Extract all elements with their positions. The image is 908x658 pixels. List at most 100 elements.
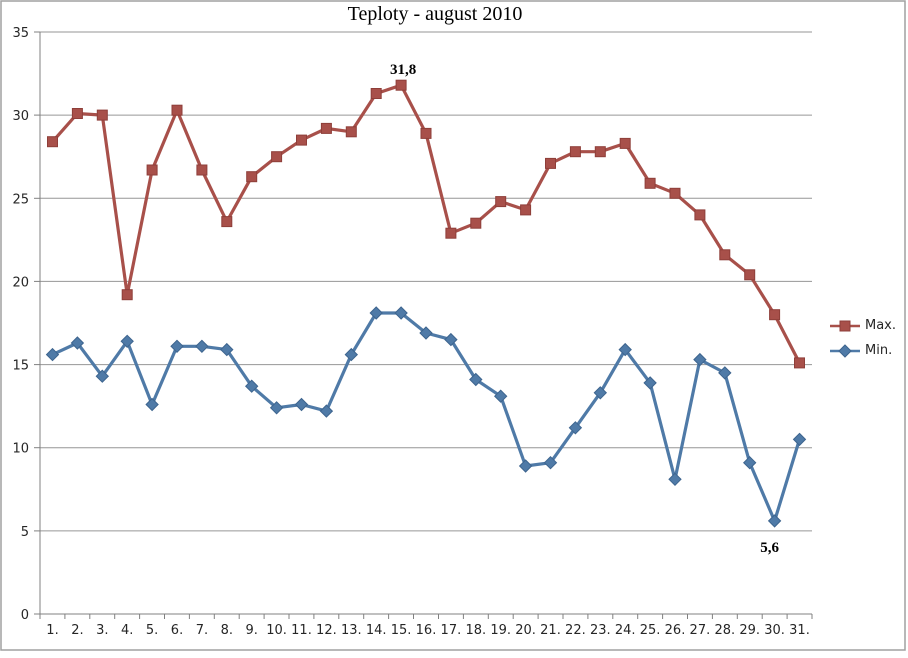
x-axis-tick-label: 1. — [46, 623, 58, 638]
legend-item-min: Min. — [830, 338, 896, 363]
max-series — [47, 79, 805, 369]
legend-label-max: Max. — [865, 318, 897, 333]
max-series-line — [50, 83, 802, 365]
square-data-point-marker — [246, 171, 258, 183]
square-data-point-marker — [296, 134, 307, 146]
diamond-data-point-marker — [742, 455, 757, 470]
diamond-data-point-marker — [493, 389, 508, 403]
diamond-data-point-marker — [643, 376, 657, 390]
x-axis-tick-label: 13. — [341, 623, 362, 638]
y-axis-tick-label: 20 — [12, 275, 29, 290]
x-axis-tick-label: 15. — [391, 623, 412, 638]
x-axis-tick-label: 14. — [366, 623, 387, 638]
diamond-data-point-marker — [593, 386, 608, 400]
square-data-point-marker — [470, 217, 482, 229]
x-axis-tick-label: 20. — [515, 623, 536, 638]
x-axis-tick-label: 23. — [590, 623, 611, 638]
diamond-data-point-marker — [419, 326, 433, 340]
x-axis-tick-label: 16. — [416, 623, 437, 638]
x-axis-tick-label: 19. — [490, 623, 511, 638]
diamond-data-point-marker — [469, 372, 483, 387]
diamond-data-point-marker — [294, 397, 309, 412]
diamond-data-point-marker — [220, 342, 234, 357]
y-axis-tick-label: 25 — [12, 192, 29, 207]
square-data-point-marker — [196, 164, 208, 176]
max-legend-square-marker-icon — [839, 320, 851, 331]
y-axis-tick-label: 0 — [21, 608, 29, 623]
x-axis-tick-label: 26. — [665, 623, 686, 638]
data-label: 5,6 — [760, 540, 779, 556]
x-axis-tick-label: 17. — [441, 623, 462, 638]
square-data-point-marker — [96, 109, 108, 121]
square-data-point-marker — [669, 187, 681, 199]
square-data-point-marker — [694, 209, 706, 221]
square-data-point-marker — [520, 204, 532, 216]
x-axis-tick-label: 28. — [714, 623, 735, 638]
min-series-line — [50, 311, 802, 523]
diamond-data-point-marker — [269, 401, 284, 415]
square-data-point-marker — [221, 216, 233, 228]
square-data-point-marker — [545, 157, 556, 169]
legend: Max. Min. — [830, 313, 896, 363]
diamond-data-point-marker — [145, 397, 159, 412]
legend-item-max: Max. — [830, 313, 896, 338]
x-axis-tick-label: 24. — [615, 623, 636, 638]
diamond-data-point-marker — [444, 332, 458, 347]
diamond-data-point-marker — [518, 459, 533, 473]
diamond-data-point-marker — [120, 334, 134, 349]
square-data-point-marker — [395, 79, 407, 91]
diamond-data-point-marker — [618, 342, 632, 357]
x-axis-tick-label: 2. — [71, 623, 83, 638]
diamond-data-point-marker — [668, 472, 682, 487]
diamond-data-point-marker — [95, 369, 110, 383]
diamond-data-point-marker — [543, 455, 558, 470]
diamond-data-point-marker — [767, 514, 782, 528]
x-axis-tick-label: 18. — [465, 623, 486, 638]
x-axis-tick-label: 30. — [764, 623, 785, 638]
square-data-point-marker — [271, 151, 283, 163]
x-axis-tick-label: 10. — [266, 623, 287, 638]
square-data-point-marker — [71, 108, 83, 119]
chart-title: Teploty - august 2010 — [347, 3, 523, 25]
diamond-data-point-marker — [344, 347, 359, 362]
y-axis-tick-label: 10 — [12, 442, 29, 457]
x-axis-tick-label: 4. — [121, 623, 133, 638]
diamond-data-point-marker — [70, 336, 85, 350]
square-data-point-marker — [769, 309, 781, 321]
square-data-point-marker — [495, 196, 507, 208]
diamond-data-point-marker — [369, 306, 383, 320]
square-data-point-marker — [121, 289, 133, 301]
min-series-legend-icon — [830, 343, 860, 358]
square-data-point-marker — [47, 136, 58, 148]
diamond-data-point-marker — [568, 421, 583, 435]
x-axis-tick-label: 21. — [540, 623, 561, 638]
square-data-point-marker — [146, 164, 158, 176]
x-axis-tick-label: 27. — [690, 623, 711, 638]
square-data-point-marker — [569, 146, 581, 158]
x-axis-tick-label: 3. — [96, 623, 108, 638]
diamond-data-point-marker — [394, 306, 408, 320]
x-axis-tick-label: 6. — [171, 623, 183, 638]
min-legend-diamond-marker-icon — [838, 343, 852, 358]
legend-label-min: Min. — [865, 343, 893, 358]
diamond-data-point-marker — [693, 352, 707, 367]
diamond-data-point-marker — [170, 339, 184, 354]
x-axis-tick-label: 31. — [789, 623, 810, 638]
y-axis-tick-label: 15 — [12, 359, 29, 374]
square-data-point-marker — [619, 137, 631, 149]
min-series — [45, 306, 807, 528]
square-data-point-marker — [420, 127, 432, 139]
x-axis-tick-label: 8. — [221, 623, 233, 638]
y-axis-tick-label: 30 — [12, 109, 29, 124]
square-data-point-marker — [594, 146, 606, 158]
data-label: 31,8 — [390, 62, 416, 78]
square-data-point-marker — [171, 104, 183, 116]
x-axis-tick-label: 11. — [291, 623, 312, 638]
diamond-data-point-marker — [319, 404, 334, 418]
x-axis-tick-label: 12. — [316, 623, 337, 638]
x-axis-tick-label: 25. — [640, 623, 661, 638]
square-data-point-marker — [744, 269, 756, 281]
diamond-data-point-marker — [792, 432, 807, 447]
